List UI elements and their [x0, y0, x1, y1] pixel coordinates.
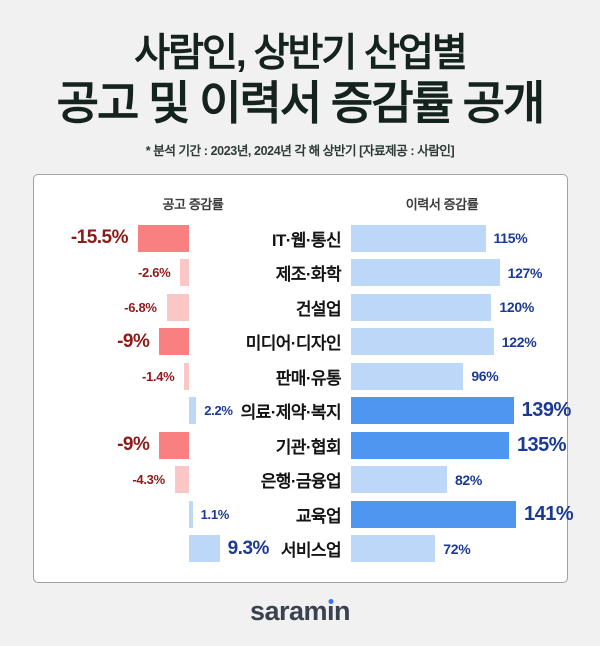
resume-value-label: 135%: [516, 433, 567, 456]
page-title-line1: 사람인, 상반기 산업별: [134, 32, 467, 75]
notice-panel-header: 공고 증감률: [162, 197, 224, 212]
resume-bar: [351, 362, 464, 390]
category-label: 교육업: [295, 506, 342, 526]
notice-value-label: -9%: [117, 330, 150, 352]
notice-bar: [138, 224, 189, 252]
notice-value-label: -1.4%: [141, 368, 175, 384]
notice-bar: [184, 362, 189, 390]
notice-bar: [159, 431, 189, 459]
chart-row: 1.1% 교육업 141%: [34, 497, 574, 532]
notice-bar: [174, 466, 189, 494]
resume-value-label: 72%: [443, 540, 471, 557]
resume-bar: [351, 431, 509, 459]
resume-bar: [351, 328, 494, 356]
notice-bar: [189, 397, 197, 425]
resume-bar: [351, 500, 516, 528]
notice-bar: [166, 293, 189, 321]
notice-value-label: -6.8%: [124, 299, 157, 315]
title-block: 사람인, 상반기 산업별 공고 및 이력서 증감률 공개 * 분석 기간 : 2…: [0, 30, 600, 159]
category-label: IT·웹·통신: [271, 230, 342, 250]
resume-value-label: 127%: [507, 264, 543, 281]
notice-value-label: -4.3%: [132, 472, 165, 488]
page-title-line2: 공고 및 이력서 증감률 공개: [56, 77, 546, 129]
category-label: 은행·금융업: [260, 472, 342, 492]
notice-value-label: -9%: [117, 434, 150, 456]
resume-bar: [351, 397, 514, 425]
chart-row: -1.4% 판매·유통 96%: [34, 359, 567, 394]
chart-row: 9.3% 서비스업 72%: [34, 531, 567, 566]
logo-text-post: n: [334, 596, 351, 626]
saramin-logo: saramı n: [0, 596, 600, 627]
notice-value-label: 9.3%: [227, 537, 270, 559]
resume-value-label: 139%: [521, 399, 572, 422]
resume-bar: [351, 466, 447, 494]
notice-value-label: -2.6%: [137, 265, 171, 281]
chart-rows: -15.5% IT·웹·통신 115% -2.6% 제조·화학 127% -6.8% 건설업 1…: [34, 175, 574, 582]
resume-value-label: 120%: [499, 299, 534, 316]
notice-value-label: 1.1%: [200, 506, 230, 522]
category-label: 기관·협회: [275, 437, 342, 457]
resume-value-label: 141%: [523, 502, 574, 525]
chart-row: -2.6% 제조·화학 127%: [34, 255, 567, 290]
notice-bar: [159, 328, 189, 356]
resume-value-label: 115%: [493, 230, 528, 247]
logo-letter-i: ı: [327, 596, 335, 626]
chart-row: -9% 기관·협회 135%: [34, 428, 567, 463]
notice-bar: [180, 259, 189, 287]
chart-card: 공고 증감률 이력서 증감률 -15.5% IT·웹·통신 115% -2.6% 제조·…: [33, 174, 574, 583]
resume-bar: [351, 535, 436, 563]
resume-value-label: 96%: [471, 368, 499, 385]
resume-bar: [351, 224, 486, 252]
logo-i-dot: [328, 599, 334, 604]
resume-value-label: 122%: [501, 333, 537, 350]
analysis-period-note: * 분석 기간 : 2023년, 2024년 각 해 상반기 [자료제공 : 사…: [145, 144, 455, 158]
resume-bar: [351, 259, 500, 287]
notice-value-label: -15.5%: [70, 227, 129, 249]
notice-value-label: 2.2%: [204, 403, 233, 419]
category-label: 미디어·디자인: [245, 334, 342, 354]
chart-row: -4.3% 은행·금융업 82%: [34, 462, 567, 497]
category-label: 의료·제약·복지: [240, 403, 342, 423]
category-label: 건설업: [295, 299, 342, 319]
logo-text-pre: saram: [249, 596, 328, 626]
chart-row: -6.8% 건설업 120%: [34, 290, 567, 325]
resume-panel-header: 이력서 증감률: [405, 197, 479, 212]
chart-row: 2.2% 의료·제약·복지 139%: [34, 393, 571, 428]
category-label: 서비스업: [280, 541, 342, 561]
chart-row: -9% 미디어·디자인 122%: [34, 324, 567, 359]
category-label: 제조·화학: [275, 265, 342, 285]
notice-bar: [189, 535, 220, 563]
category-label: 판매·유통: [275, 368, 342, 388]
resume-bar: [351, 293, 492, 321]
notice-bar: [189, 500, 193, 528]
chart-row: -15.5% IT·웹·통신 115%: [34, 221, 567, 256]
resume-value-label: 82%: [454, 471, 483, 488]
